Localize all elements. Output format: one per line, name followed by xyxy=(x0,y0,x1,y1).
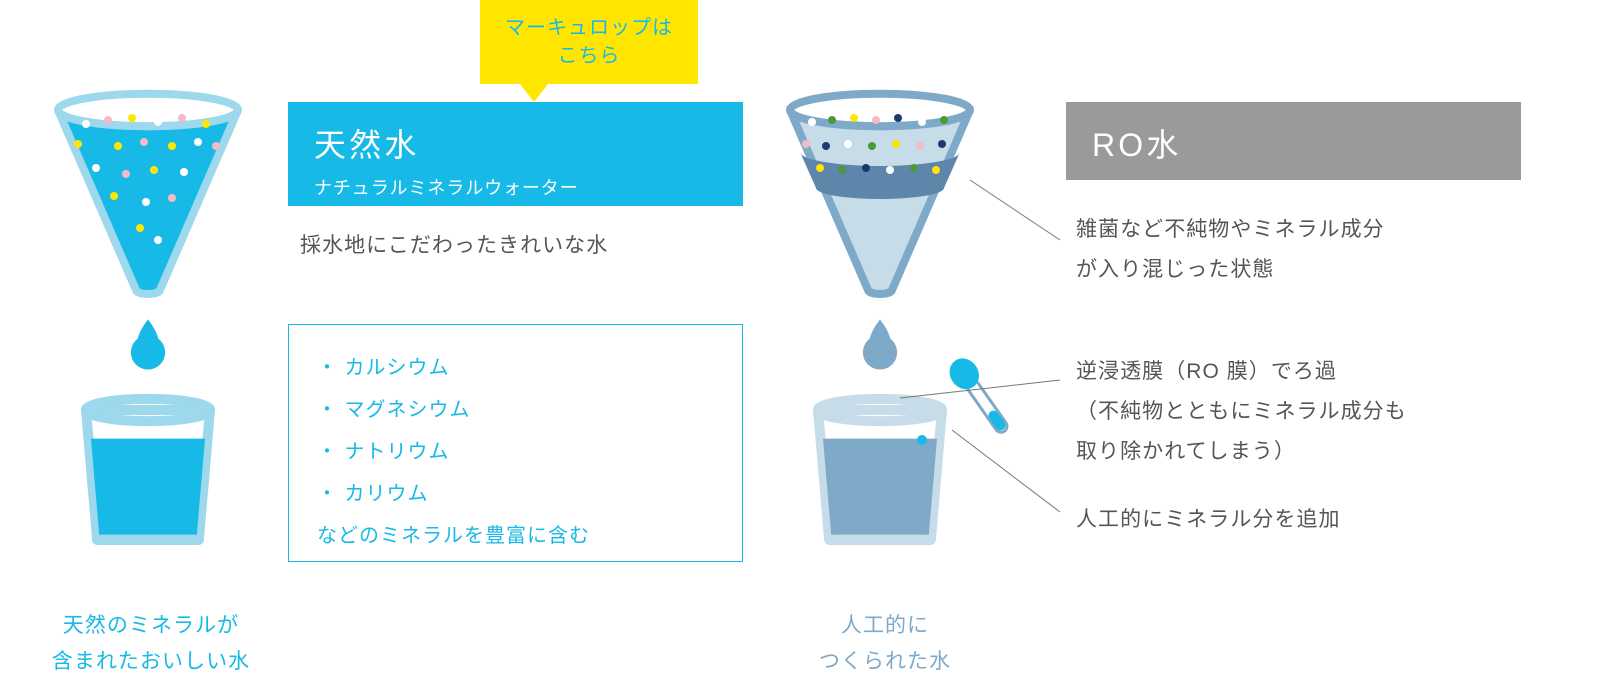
leader-lines xyxy=(0,0,1600,682)
caption-line1: 人工的に xyxy=(841,614,929,637)
infographic-canvas: マーキュロップは こちら 天然水 ナチュラルミネラルウォーター 採水地にこだわっ… xyxy=(0,0,1600,682)
caption-line2: つくられた水 xyxy=(819,650,951,673)
ro-water-caption: 人工的に つくられた水 xyxy=(800,608,970,679)
